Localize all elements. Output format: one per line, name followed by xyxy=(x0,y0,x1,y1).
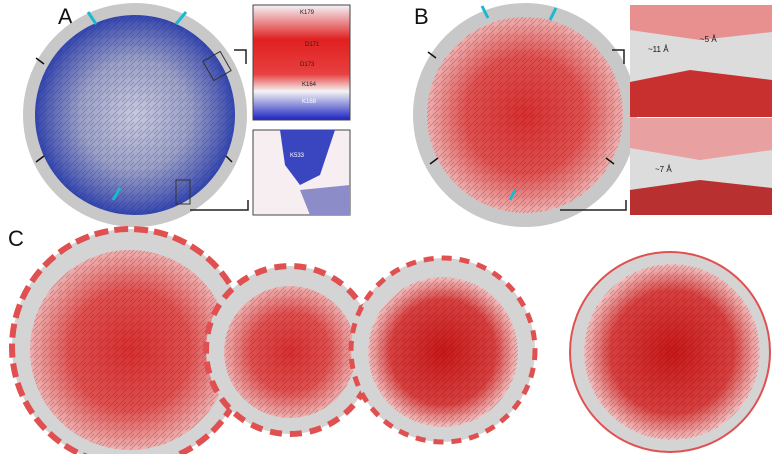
cyan-arrows xyxy=(86,11,188,201)
zoom-box xyxy=(202,50,232,82)
capsid-texture xyxy=(368,277,518,427)
surface xyxy=(630,70,772,117)
residue-label: K164 xyxy=(302,82,317,88)
surface xyxy=(300,185,350,215)
zoom-box xyxy=(175,179,191,205)
connector xyxy=(190,200,249,211)
panel-a: A K179 D171 D173 K164 K168 K533 xyxy=(23,3,351,227)
panel-label: B xyxy=(414,4,429,29)
surface xyxy=(630,5,772,40)
panel-b: B ~11 Å ~5 Å ~7 Å xyxy=(413,3,772,227)
residue-label: D173 xyxy=(300,62,315,68)
distance-label: ~11 Å xyxy=(648,45,669,54)
panel-label: A xyxy=(58,4,73,29)
residue-label: K179 xyxy=(300,10,315,16)
distance-label: ~7 Å xyxy=(655,165,672,174)
capsid-texture xyxy=(427,17,623,213)
black-arrows xyxy=(427,51,615,165)
surface xyxy=(280,130,335,185)
residue-label: K168 xyxy=(302,99,317,105)
panel-label: C xyxy=(8,226,24,251)
inset xyxy=(252,4,351,121)
residue-label: K533 xyxy=(290,153,305,159)
connector xyxy=(612,49,625,64)
residue-label: D171 xyxy=(305,42,320,48)
connector xyxy=(234,49,247,64)
panel-c: C xyxy=(8,226,771,454)
surface xyxy=(630,180,772,215)
cyan-arrows xyxy=(480,5,558,201)
distance-label: ~5 Å xyxy=(700,35,717,44)
capsid-texture xyxy=(224,286,356,418)
black-arrows xyxy=(35,57,233,163)
connector xyxy=(560,200,627,211)
capsid-texture xyxy=(30,250,230,450)
capsid-texture xyxy=(584,264,760,440)
surface xyxy=(630,118,772,160)
capsid-texture xyxy=(35,15,235,215)
